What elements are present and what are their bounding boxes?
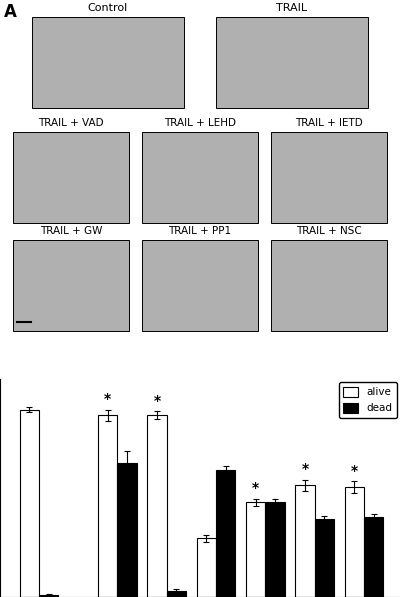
Text: TRAIL + NSC: TRAIL + NSC [296,226,362,236]
Bar [32,17,184,108]
Bar [167,591,186,597]
Bar [147,415,167,597]
Text: Control: Control [88,3,128,13]
Text: TRAIL + PP1: TRAIL + PP1 [168,226,232,236]
Bar [13,132,129,223]
Bar [20,410,39,597]
Text: TRAIL + GW: TRAIL + GW [40,226,102,236]
Bar [98,415,117,597]
Text: *: * [154,393,160,408]
Bar [13,239,129,331]
Bar [271,132,387,223]
Bar [216,470,235,597]
Text: TRAIL + VAD: TRAIL + VAD [38,118,104,128]
Text: *: * [351,464,358,478]
Text: TRAIL: TRAIL [276,3,308,13]
Bar [216,17,368,108]
Bar [39,595,58,597]
Bar [345,487,364,597]
Bar [364,518,383,597]
Bar [295,485,314,597]
Bar [197,538,216,597]
Bar [271,239,387,331]
Bar [265,502,284,597]
Text: TRAIL + LEHD: TRAIL + LEHD [164,118,236,128]
Legend: alive, dead: alive, dead [338,382,397,417]
Bar [117,463,136,597]
Bar [314,519,334,597]
Text: *: * [301,462,308,476]
Bar [142,239,258,331]
Bar [246,502,265,597]
Text: A: A [4,4,17,21]
Bar [142,132,258,223]
Text: *: * [104,392,111,406]
Text: TRAIL + IETD: TRAIL + IETD [295,118,363,128]
Text: *: * [252,481,259,495]
